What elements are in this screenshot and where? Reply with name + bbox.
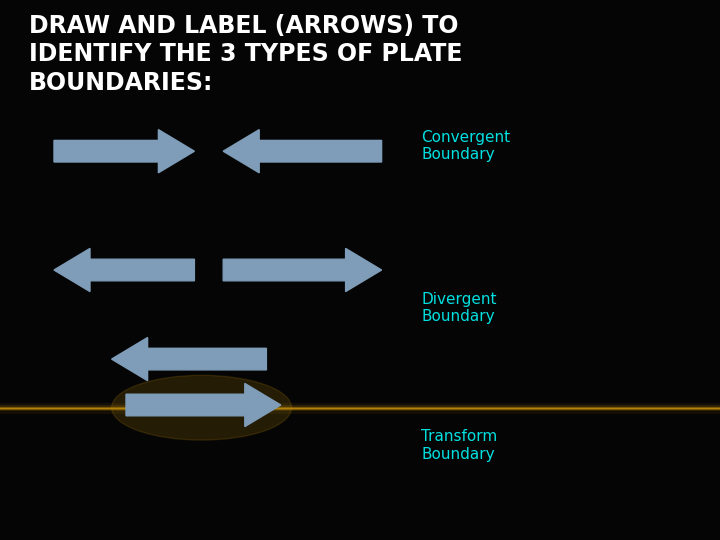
Text: Transform
Boundary: Transform Boundary bbox=[421, 429, 498, 462]
Text: DRAW AND LABEL (ARROWS) TO
IDENTIFY THE 3 TYPES OF PLATE
BOUNDARIES:: DRAW AND LABEL (ARROWS) TO IDENTIFY THE … bbox=[29, 14, 462, 95]
FancyArrow shape bbox=[54, 248, 194, 292]
FancyArrow shape bbox=[126, 383, 281, 427]
FancyArrow shape bbox=[223, 248, 382, 292]
FancyArrow shape bbox=[54, 130, 194, 173]
Ellipse shape bbox=[112, 375, 292, 440]
FancyArrow shape bbox=[223, 130, 382, 173]
Text: Convergent
Boundary: Convergent Boundary bbox=[421, 130, 510, 162]
FancyArrow shape bbox=[112, 338, 266, 381]
Text: Divergent
Boundary: Divergent Boundary bbox=[421, 292, 497, 324]
